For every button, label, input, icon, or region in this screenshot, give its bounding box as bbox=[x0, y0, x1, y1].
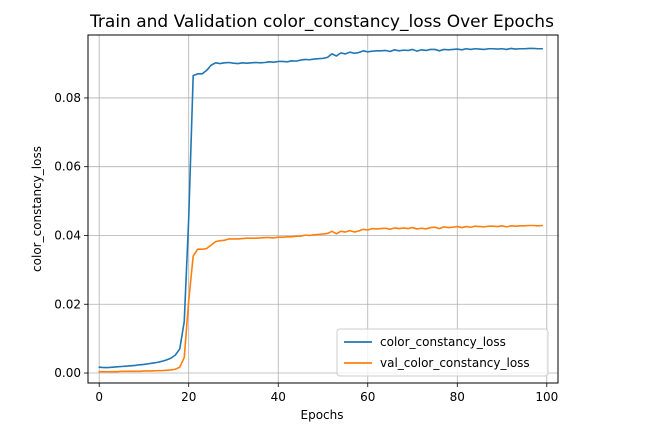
series-line-val-color-constancy-loss bbox=[98, 224, 544, 373]
y-tick-label: 0.04 bbox=[54, 228, 81, 242]
legend-label-val-color-constancy-loss: val_color_constancy_loss bbox=[380, 356, 530, 370]
axis-ticks: 0 20 40 60 80 100 0.00 0.02 0.04 0.06 0.08 bbox=[54, 91, 558, 404]
grid-lines bbox=[88, 35, 558, 383]
x-tick-label: 40 bbox=[271, 390, 286, 404]
y-tick-label: 0.08 bbox=[54, 91, 81, 105]
y-axis-label: color_constancy_loss bbox=[30, 146, 44, 272]
series-line-color-constancy-loss bbox=[98, 47, 544, 369]
x-tick-label: 0 bbox=[95, 390, 103, 404]
y-tick-label: 0.02 bbox=[54, 297, 81, 311]
y-tick-label: 0.06 bbox=[54, 160, 81, 174]
legend: color_constancy_loss val_color_constancy… bbox=[336, 328, 549, 377]
legend-label-color-constancy-loss: color_constancy_loss bbox=[380, 335, 506, 349]
x-tick-label: 80 bbox=[450, 390, 465, 404]
legend-frame bbox=[336, 328, 549, 377]
y-tick-label: 0.00 bbox=[54, 366, 81, 380]
chart-title: Train and Validation color_constancy_los… bbox=[89, 12, 554, 32]
plot-frame bbox=[87, 34, 559, 384]
x-tick-label: 20 bbox=[181, 390, 196, 404]
series-lines bbox=[98, 47, 544, 373]
x-tick-label: 60 bbox=[360, 390, 375, 404]
x-axis-label: Epochs bbox=[301, 408, 344, 422]
x-tick-label: 100 bbox=[535, 390, 558, 404]
